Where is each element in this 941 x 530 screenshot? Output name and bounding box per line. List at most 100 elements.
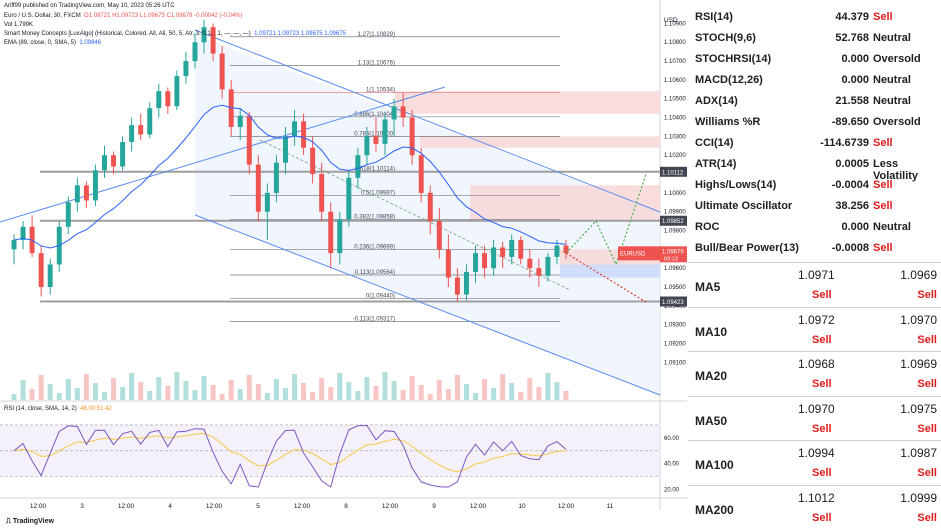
candle-body bbox=[11, 239, 17, 250]
price-tick-label: 1.09500 bbox=[664, 285, 686, 291]
indicator-action: Sell bbox=[873, 137, 893, 149]
time-tick-label: 12:00 bbox=[558, 503, 575, 510]
last-price-label: 1.09679 bbox=[662, 249, 684, 255]
candle-body bbox=[518, 239, 524, 259]
rsi-values: 48.00 51.42 bbox=[80, 406, 112, 412]
ema-line bbox=[13, 104, 567, 249]
volume-bar bbox=[364, 377, 370, 400]
candle-body bbox=[255, 164, 261, 212]
ma-name: MA5 bbox=[695, 280, 721, 294]
fib-level-label: -0.113(1.09317) bbox=[353, 316, 395, 322]
candle-body bbox=[319, 174, 325, 212]
candle-body bbox=[219, 53, 225, 90]
volume-bar bbox=[491, 388, 497, 400]
candle-body bbox=[463, 271, 469, 295]
candle-body bbox=[138, 125, 144, 135]
volume-bar bbox=[273, 379, 279, 400]
volume-bar bbox=[156, 377, 162, 400]
indicator-value: -0.0004 bbox=[831, 179, 869, 191]
ma-exp-value: 1.0999 bbox=[900, 491, 937, 505]
fib-level-label: 1.27(1.10829) bbox=[358, 32, 395, 38]
indicator-name: Highs/Lows(14) bbox=[695, 179, 777, 191]
volume-bar bbox=[346, 382, 352, 400]
rsi-tick-label: 20.00 bbox=[664, 488, 680, 494]
volume-bar bbox=[83, 374, 89, 400]
tradingview-logo[interactable]: ⎍ TradingView bbox=[6, 518, 54, 525]
volume-bar bbox=[282, 388, 288, 400]
candle-body bbox=[445, 249, 451, 278]
volume-bar bbox=[174, 372, 180, 400]
candle-body bbox=[210, 27, 216, 54]
indicator-value: -114.6739 bbox=[820, 137, 869, 149]
fib-level-label: 0.786(1.10300) bbox=[354, 131, 395, 137]
candle-body bbox=[491, 247, 497, 269]
price-tick-label: 1.09900 bbox=[664, 210, 686, 216]
volume-bar bbox=[500, 374, 506, 400]
rsi-header[interactable]: RSI (14, close, SMA, 14, 2) 48.00 51.42 bbox=[4, 405, 112, 413]
chart-panel[interactable]: 1.27(1.10829) 1.13(1.10676) 1(1.10534) 0.88… bbox=[0, 0, 687, 530]
key-level-price-box bbox=[660, 215, 687, 226]
candle-body bbox=[83, 185, 89, 201]
ema-label: EMA (89, close, 0, SMA, 5) bbox=[4, 40, 77, 46]
volume-bar bbox=[29, 389, 35, 400]
volume-bar bbox=[382, 372, 388, 400]
indicator-action: Less Volatility bbox=[873, 158, 919, 182]
volume-bar bbox=[219, 394, 225, 400]
smc-label: Smart Money Concepts [LuxAlgo] (Historic… bbox=[4, 31, 251, 37]
smc-line[interactable]: Smart Money Concepts [LuxAlgo] (Historic… bbox=[4, 30, 346, 38]
volume-bar bbox=[56, 393, 62, 400]
price-tick-label: 1.10500 bbox=[664, 97, 686, 103]
candle-body bbox=[355, 155, 361, 178]
price-tick-label: 1.10900 bbox=[664, 21, 686, 27]
price-tick-label: 1.10600 bbox=[664, 78, 686, 84]
volume-bar bbox=[337, 373, 343, 400]
indicator-name: STOCHRSI(14) bbox=[695, 53, 772, 65]
indicator-action: Oversold bbox=[873, 53, 921, 65]
candle-body bbox=[74, 185, 80, 203]
time-tick-label: 8 bbox=[344, 503, 348, 510]
symbol-name[interactable]: Euro / U.S. Dollar, 30, FXCM bbox=[4, 13, 81, 19]
candle-body bbox=[554, 245, 560, 257]
volume-bar bbox=[292, 374, 298, 400]
volume-bar bbox=[445, 389, 451, 400]
candle-body bbox=[337, 219, 343, 254]
ma-name: MA200 bbox=[695, 503, 734, 517]
volume-bar bbox=[102, 392, 107, 400]
ema-line[interactable]: EMA (89, close, 0, SMA, 5) 1.09846 bbox=[4, 39, 101, 47]
time-tick-label: 12:00 bbox=[118, 503, 135, 510]
candle-body bbox=[418, 155, 424, 193]
ma-name: MA10 bbox=[695, 324, 728, 339]
candle-body bbox=[273, 162, 279, 193]
time-tick-label: 5 bbox=[256, 503, 260, 510]
indicator-action: Sell bbox=[873, 179, 893, 191]
indicator-row: Williams %R -89.650 Oversold bbox=[688, 112, 941, 133]
indicator-name: STOCH(9,6) bbox=[695, 32, 756, 44]
price-chart[interactable]: 1.27(1.10829) 1.13(1.10676) 1(1.10534) 0.88… bbox=[0, 0, 687, 530]
volume-bar bbox=[554, 382, 560, 400]
candle-body bbox=[192, 42, 198, 62]
price-tick-label: 1.09200 bbox=[664, 342, 686, 348]
volume-bar bbox=[120, 387, 126, 400]
ma-exp-action: Sell bbox=[917, 333, 937, 346]
candle-body bbox=[400, 106, 406, 118]
supply-zone bbox=[420, 136, 660, 148]
key-level-price-label: 1.09852 bbox=[662, 219, 684, 225]
indicator-name: Ultimate Oscillator bbox=[695, 200, 793, 212]
candle-body bbox=[545, 256, 551, 276]
candle-body bbox=[156, 91, 162, 109]
time-tick-label: 3 bbox=[80, 503, 84, 510]
indicator-name: RSI(14) bbox=[695, 11, 733, 23]
volume-bar bbox=[527, 378, 533, 400]
moving-average-row: MA20 1.0968 Sell 1.0969 Sell bbox=[688, 351, 941, 396]
volume-bar bbox=[47, 384, 53, 400]
indicator-row: STOCHRSI(14) 0.000 Oversold bbox=[688, 49, 941, 70]
ma-simple-value: 1.0970 bbox=[798, 401, 835, 416]
key-level-price-box bbox=[660, 296, 687, 307]
volume-bar bbox=[111, 378, 117, 400]
key-level-price-label: 1.10112 bbox=[662, 170, 684, 176]
key-level-price-box bbox=[660, 166, 687, 177]
rsi-tick-label: 40.00 bbox=[664, 462, 680, 468]
ma-exp-action: Sell bbox=[917, 512, 937, 524]
indicator-row: Highs/Lows(14) -0.0004 Sell bbox=[688, 175, 941, 196]
volume-bar bbox=[20, 380, 26, 400]
